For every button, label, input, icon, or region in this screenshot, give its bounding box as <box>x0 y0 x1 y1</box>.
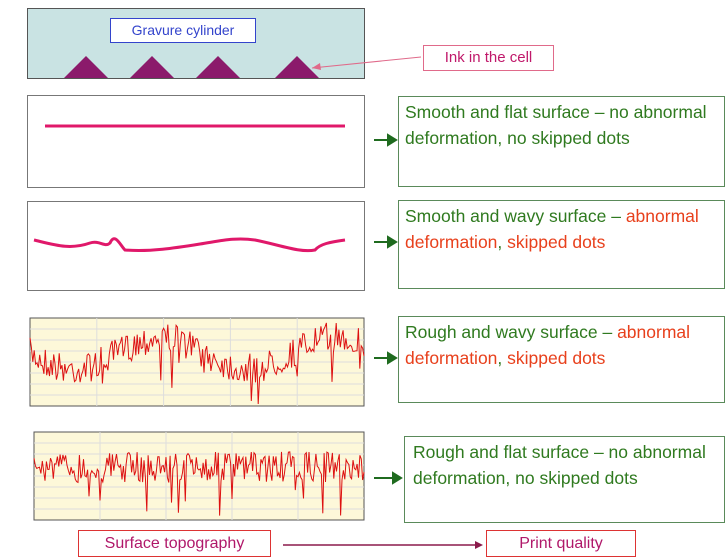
description-segment: , <box>497 348 508 368</box>
footer-arrowhead <box>475 541 483 549</box>
wavy-line <box>33 237 346 253</box>
arrows <box>374 133 403 485</box>
profile-line <box>29 322 365 405</box>
ink-cells <box>64 56 319 78</box>
description: Smooth and wavy surface – abnormal defor… <box>398 200 725 289</box>
cylinder-label: Gravure cylinder <box>110 18 256 43</box>
description-segment: Smooth and flat surface – no abnormal de… <box>405 102 707 148</box>
description: Rough and flat surface – no abnormal def… <box>404 436 725 523</box>
callout: Ink in the cell <box>423 45 554 71</box>
callout-line <box>311 56 422 69</box>
profile-line <box>33 451 365 516</box>
description-segment: Rough and flat surface – no abnormal def… <box>413 442 706 488</box>
description: Rough and wavy surface – abnormal deform… <box>398 316 725 403</box>
description-segment: skipped dots <box>507 348 606 368</box>
description-segment: abnormal deformation <box>405 322 691 368</box>
description: Smooth and flat surface – no abnormal de… <box>398 96 725 187</box>
panel <box>27 95 365 188</box>
callout-arrow <box>312 63 321 70</box>
description-segment: Rough and wavy surface – <box>405 322 618 342</box>
description-segment: abnormal deformation <box>405 206 699 252</box>
description-segment: skipped dots <box>507 232 606 252</box>
description-segment: Smooth and wavy surface – <box>405 206 626 226</box>
description-segment: , <box>497 232 508 252</box>
